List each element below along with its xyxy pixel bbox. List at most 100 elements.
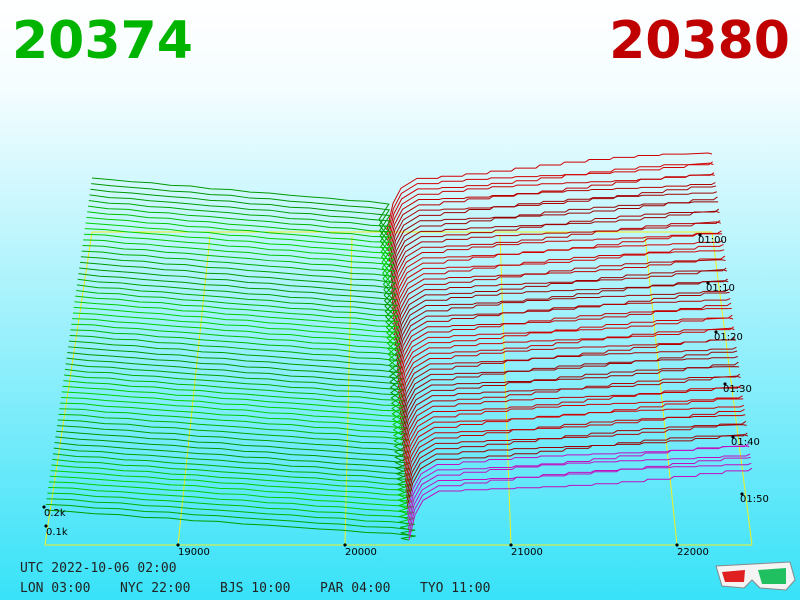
bid-curve — [65, 363, 406, 404]
ask-curve — [404, 409, 745, 483]
tick-dot — [706, 281, 710, 285]
ask-curve — [405, 424, 747, 499]
ask-curve — [404, 404, 745, 478]
bid-curve — [84, 233, 395, 283]
ask-curve — [392, 244, 724, 320]
bid-curve — [83, 239, 395, 289]
bid-curve — [54, 441, 411, 478]
bid-curve — [58, 413, 410, 452]
ask-curve — [408, 467, 753, 541]
bid-curve — [89, 194, 392, 247]
bid-curve — [68, 346, 404, 389]
bid-curve — [50, 470, 413, 504]
ask-curve — [397, 307, 732, 383]
bid-curve — [55, 436, 410, 473]
bid-curve — [91, 177, 390, 231]
bid-curve — [80, 256, 397, 304]
bid-curve — [69, 335, 403, 378]
bid-curve — [88, 200, 392, 252]
tick-dot — [740, 492, 744, 496]
time-tick-label: 01:20 — [714, 332, 743, 343]
bid-curve — [90, 188, 391, 241]
bid-curve — [60, 402, 409, 441]
bid-curve — [85, 222, 394, 273]
bid-curve — [57, 419, 411, 457]
tick-dot — [714, 330, 718, 334]
time-tick-label: 01:40 — [731, 437, 760, 448]
bid-curve — [46, 498, 415, 530]
ask-curve — [408, 462, 752, 535]
city-clock: PAR 04:00 — [320, 581, 390, 596]
bid-curve — [73, 306, 401, 352]
ask-curve — [403, 398, 744, 472]
bid-curve — [79, 267, 398, 315]
bid-curve — [74, 301, 401, 346]
ask-curve — [402, 385, 742, 457]
bid-curve — [70, 329, 403, 373]
tick-dot — [44, 524, 48, 528]
time-tick-label: 01:30 — [723, 384, 752, 395]
time-tick-label: 01:10 — [706, 283, 735, 294]
ask-price: 20380 — [609, 11, 790, 71]
ask-curve — [401, 361, 739, 436]
bid-curve — [45, 503, 416, 536]
price-tick-label: 22000 — [677, 547, 709, 558]
city-clock: BJS 10:00 — [220, 581, 290, 596]
bid-curve — [52, 458, 412, 494]
ask-curve — [386, 152, 713, 231]
ask-curve — [395, 288, 730, 362]
3d-glasses-icon — [715, 561, 796, 591]
ask-curve — [389, 201, 719, 278]
time-tick-label: 01:00 — [698, 235, 727, 246]
city-clock: NYC 22:00 — [120, 581, 190, 596]
bid-curve — [64, 368, 406, 410]
bid-curve — [67, 351, 405, 394]
bid-curve — [53, 447, 411, 483]
bid-curve — [80, 261, 397, 310]
ask-curve — [390, 210, 720, 288]
tick-dot — [509, 543, 513, 547]
ask-curve — [398, 327, 735, 404]
bid-curve — [75, 295, 400, 341]
ask-curve — [400, 350, 738, 425]
ask-curve — [395, 278, 728, 351]
city-clock: LON 03:00 — [20, 581, 90, 596]
ask-curve — [388, 174, 715, 252]
ask-curve — [399, 337, 736, 409]
tick-dot — [723, 382, 727, 386]
bid-curve — [78, 273, 398, 320]
city-clock: TYO 11:00 — [420, 581, 490, 596]
bid-curve — [76, 290, 400, 336]
depth-curves — [44, 152, 753, 541]
price-tick-label: 21000 — [511, 547, 543, 558]
ask-curve — [398, 326, 734, 399]
ask-curve — [403, 395, 743, 467]
ask-curve — [397, 314, 733, 388]
bid-curve — [87, 205, 392, 257]
tick-dot — [176, 543, 180, 547]
ask-curve — [405, 432, 748, 504]
tick-dot — [42, 505, 46, 509]
ask-curve — [407, 445, 750, 520]
bid-curve — [60, 396, 409, 436]
bid-curve — [86, 216, 393, 268]
bid-curve — [51, 464, 413, 499]
bid-curve — [77, 278, 399, 325]
ask-curve — [388, 182, 716, 257]
ask-curve — [404, 414, 746, 488]
price-tick-label: 20000 — [345, 547, 377, 558]
bid-curve — [71, 323, 402, 367]
bid-curve — [52, 453, 412, 488]
bid-curve — [91, 183, 391, 236]
tick-dot — [698, 233, 702, 237]
bid-curve — [56, 430, 410, 467]
bid-curve — [49, 475, 414, 509]
ask-curve — [393, 259, 726, 336]
bid-curve — [44, 509, 416, 541]
bid-curve — [63, 380, 407, 420]
ask-curve — [406, 434, 749, 509]
bid-curve — [84, 228, 394, 278]
ask-curve — [389, 196, 718, 273]
